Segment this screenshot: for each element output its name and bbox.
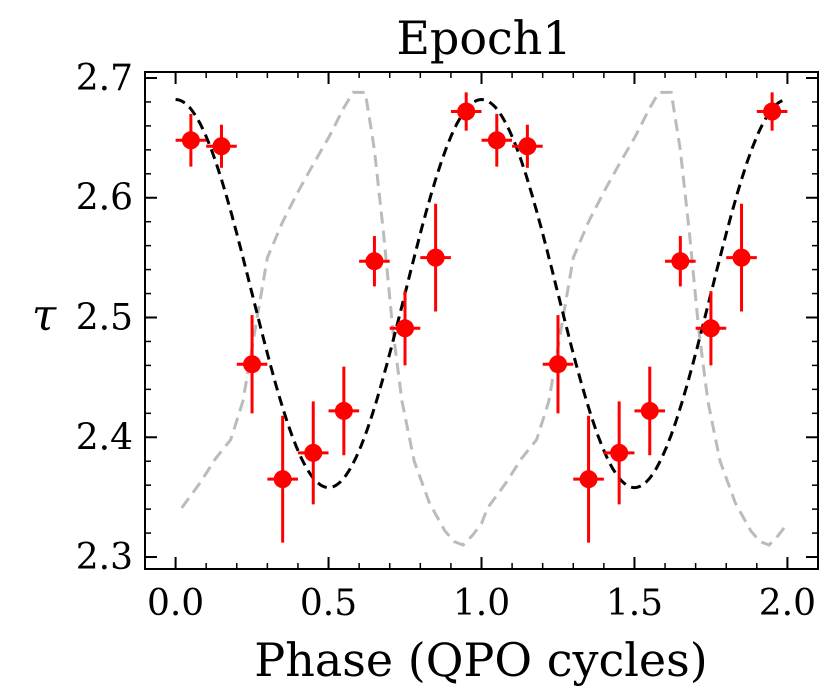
data-point	[726, 203, 757, 312]
plot-frame	[144, 71, 819, 570]
reference-curve	[180, 90, 789, 547]
data-point	[206, 124, 237, 168]
data-point	[573, 415, 604, 543]
data-point	[481, 113, 513, 167]
x-tick-label: 0.0	[147, 583, 204, 624]
data-point	[756, 92, 788, 131]
data-marker	[763, 102, 782, 121]
data-marker	[273, 470, 292, 489]
data-marker	[732, 248, 751, 267]
data-marker	[243, 355, 262, 374]
data-marker	[426, 248, 445, 267]
data-marker	[487, 131, 506, 150]
data-marker	[457, 102, 476, 121]
data-point	[389, 291, 421, 366]
plot-area: 0.0 0.5 1.0 1.5 2.0 2.3 2.4 2.5 2.6 2.7	[76, 58, 819, 624]
tick-labels: 0.0 0.5 1.0 1.5 2.0 2.3 2.4 2.5 2.6 2.7	[76, 58, 816, 624]
data-marker	[396, 319, 415, 338]
data-point	[542, 315, 574, 414]
data-point	[267, 415, 298, 543]
data-point	[175, 113, 207, 167]
data-marker	[548, 355, 567, 374]
x-tick-label: 1.5	[606, 583, 663, 624]
data-point	[603, 401, 635, 505]
data-marker	[304, 443, 323, 462]
y-axis-label: τ	[32, 290, 57, 341]
data-point	[359, 236, 390, 287]
data-point	[512, 124, 543, 168]
data-marker	[671, 252, 690, 271]
y-tick-label: 2.5	[76, 298, 133, 339]
y-tick-label: 2.6	[76, 178, 133, 219]
minor-ticks	[145, 72, 818, 569]
data-marker	[610, 443, 629, 462]
x-tick-label: 2.0	[759, 583, 816, 624]
y-tick-label: 2.3	[76, 537, 133, 578]
data-points	[175, 92, 788, 543]
x-tick-label: 1.0	[453, 583, 510, 624]
data-marker	[518, 137, 537, 156]
y-tick-label: 2.4	[76, 417, 133, 458]
data-point	[420, 203, 451, 312]
data-marker	[640, 401, 659, 420]
data-marker	[365, 252, 384, 271]
data-marker	[579, 470, 598, 489]
major-ticks	[145, 72, 818, 569]
y-tick-label: 2.7	[76, 58, 133, 99]
data-marker	[334, 401, 353, 420]
model-curve	[175, 97, 788, 490]
data-point	[236, 315, 268, 414]
data-point	[450, 92, 482, 131]
data-point	[695, 291, 727, 366]
data-point	[328, 366, 360, 456]
x-tick-label: 0.5	[300, 583, 357, 624]
data-point	[634, 366, 666, 456]
data-marker	[701, 319, 720, 338]
data-point	[665, 236, 696, 287]
data-marker	[181, 131, 200, 150]
x-axis-label: Phase (QPO cycles)	[254, 633, 707, 687]
data-marker	[212, 137, 231, 156]
chart-title: Epoch1	[396, 11, 571, 65]
data-point	[297, 401, 329, 505]
